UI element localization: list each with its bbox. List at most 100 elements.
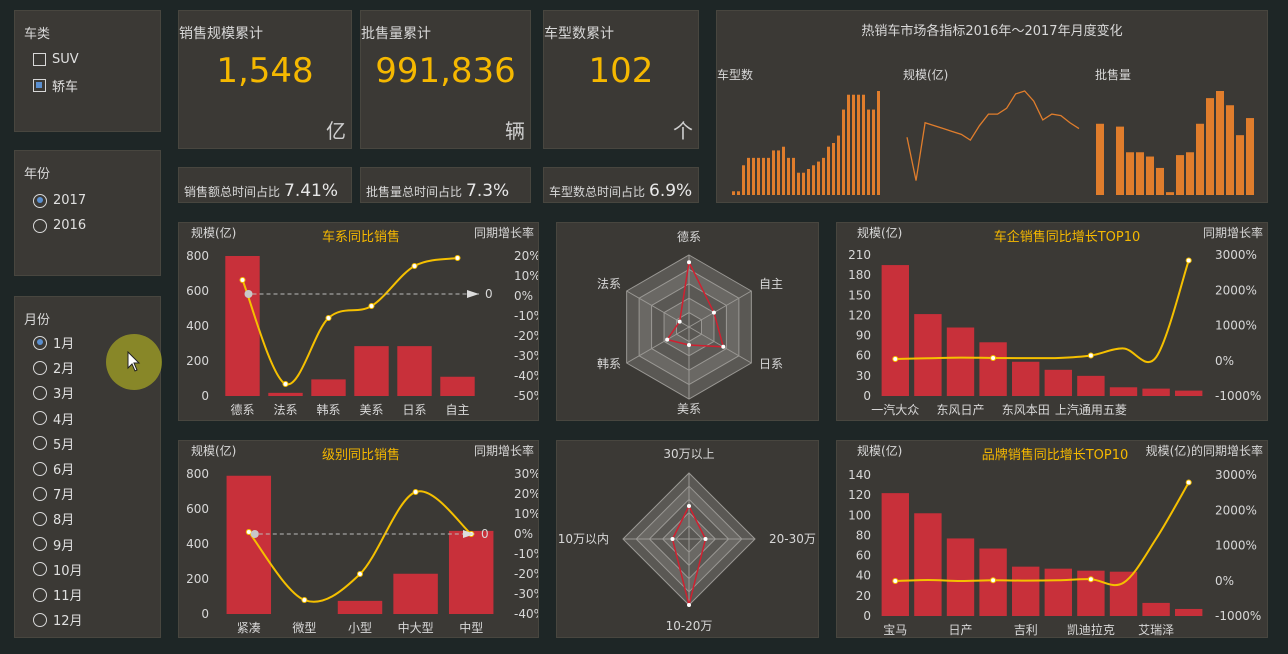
kpi-card-sales-scale: 销售规模累计 1,548 亿	[178, 10, 352, 149]
radio-icon[interactable]	[33, 511, 47, 526]
radio-month[interactable]: 1月	[33, 333, 74, 352]
reference-label: 0	[481, 527, 489, 541]
radio-icon[interactable]	[33, 218, 47, 233]
radio-icon[interactable]	[33, 587, 47, 602]
y-tick-label: 0	[863, 609, 871, 623]
y2-tick-label: 2000%	[1215, 503, 1257, 517]
ratio-label-text: 批售量总时间占比	[366, 185, 463, 199]
y-tick-label: 0	[863, 389, 871, 403]
radio-icon[interactable]	[33, 537, 47, 552]
y-tick-label: 30	[856, 369, 871, 383]
bar	[393, 573, 438, 614]
bar	[837, 135, 840, 195]
checkbox-sedan[interactable]: 轿车	[33, 76, 78, 95]
bar	[862, 94, 865, 195]
radio-year-2017[interactable]: 2017	[33, 193, 86, 208]
kpi-value: 102	[588, 51, 654, 91]
checkbox-icon[interactable]	[33, 79, 46, 92]
radio-icon[interactable]	[33, 562, 47, 577]
checkbox-suv[interactable]: SUV	[33, 52, 79, 67]
bar	[1146, 156, 1154, 195]
radio-icon[interactable]	[33, 486, 47, 501]
series-sales-chart: 规模(亿) 车系同比销售 同期增长率 800 600 400 200 0 20% 10% 0% -10…	[186, 225, 545, 417]
radio-icon[interactable]	[33, 360, 47, 375]
bar	[747, 157, 750, 195]
x-tick-label: 德系	[230, 402, 254, 417]
x-tick-label: 日产	[948, 623, 972, 637]
radar-axis-label: 日系	[759, 357, 783, 371]
bar	[772, 150, 775, 195]
y2-tick-label: -50%	[514, 389, 538, 403]
radar-axis-label: 韩系	[597, 356, 621, 371]
radio-icon[interactable]	[33, 193, 47, 208]
kpi-card-models: 车型数累计 102 个	[543, 10, 699, 149]
bar	[1096, 123, 1104, 195]
mouse-pointer-icon	[127, 351, 141, 372]
chart-title: 车企销售同比增长TOP10	[994, 229, 1141, 245]
price-radar-chart: 30万以上 20-30万 10-20万 10万以内	[558, 447, 816, 633]
chart-title: 车系同比销售	[322, 229, 400, 245]
x-tick-label: 上汽通用五菱	[1055, 402, 1127, 417]
radio-month[interactable]: 4月	[33, 409, 74, 428]
y-tick-label: 600	[186, 284, 209, 298]
radio-icon[interactable]	[33, 461, 47, 476]
radio-icon[interactable]	[33, 436, 47, 451]
radio-month[interactable]: 8月	[33, 509, 74, 528]
bar	[1206, 98, 1214, 195]
ratio-label: 批售量总时间占比 7.3%	[366, 181, 509, 201]
bar	[337, 600, 383, 614]
y-tick-label: 120	[848, 488, 871, 502]
axis-title-left: 规模(亿)	[857, 443, 902, 458]
kpi-value: 1,548	[216, 51, 314, 91]
radar-point	[687, 504, 691, 508]
radio-icon[interactable]	[33, 612, 47, 627]
checkbox-icon[interactable]	[33, 53, 46, 66]
bar	[817, 161, 820, 195]
radar-axis-label: 德系	[677, 229, 701, 244]
radio-month[interactable]: 11月	[33, 585, 83, 604]
growth-point	[357, 571, 363, 577]
radio-month[interactable]: 2月	[33, 358, 74, 377]
radar-point	[687, 343, 691, 347]
y2-tick-label: -40%	[514, 607, 538, 621]
y2-tick-label: 10%	[514, 269, 538, 283]
radio-month[interactable]: 6月	[33, 459, 74, 478]
bar	[762, 157, 765, 195]
subplot-label: 批售量	[1095, 67, 1131, 82]
bar	[872, 109, 875, 195]
bar	[812, 165, 815, 195]
y2-tick-label: 1000%	[1215, 319, 1257, 333]
axis-title-right: 同期增长率	[474, 225, 534, 240]
x-tick-label: 日系	[402, 403, 426, 417]
radio-month[interactable]: 9月	[33, 535, 74, 554]
y-tick-label: 150	[848, 288, 871, 302]
bar	[1246, 118, 1254, 195]
radio-icon[interactable]	[33, 385, 47, 400]
radio-icon[interactable]	[33, 411, 47, 426]
bar	[226, 475, 272, 614]
radio-month-label: 11月	[53, 589, 83, 604]
radio-icon[interactable]	[33, 335, 47, 350]
radio-month[interactable]: 5月	[33, 434, 74, 453]
radio-month[interactable]: 10月	[33, 560, 83, 579]
radio-month[interactable]: 7月	[33, 484, 74, 503]
x-tick-label: 艾瑞泽	[1138, 623, 1174, 637]
bar	[440, 376, 475, 396]
bar	[732, 191, 735, 195]
bar	[827, 146, 830, 195]
enterprise-top10-chart: 规模(亿) 车企销售同比增长TOP10 同期增长率 210 180 150 120 90 60 3…	[848, 225, 1263, 417]
bar	[1156, 167, 1164, 195]
radio-year-2016[interactable]: 2016	[33, 218, 86, 233]
radio-month[interactable]: 3月	[33, 383, 74, 402]
bar	[1109, 387, 1138, 396]
y2-tick-label: 1000%	[1215, 539, 1257, 553]
radio-month[interactable]: 12月	[33, 610, 83, 629]
x-tick-label: 中大型	[398, 620, 434, 635]
bar	[822, 157, 825, 195]
y2-tick-label: 20%	[514, 249, 538, 263]
x-tick-label: 微型	[292, 621, 316, 635]
bar	[881, 493, 909, 616]
radio-year-label: 2017	[53, 193, 87, 208]
bar	[268, 392, 303, 396]
growth-point	[239, 277, 246, 283]
